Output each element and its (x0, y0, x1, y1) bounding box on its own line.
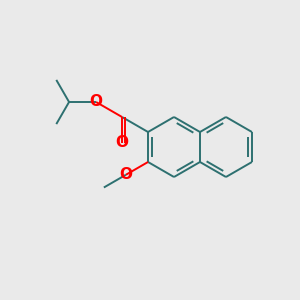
Text: O: O (119, 167, 132, 182)
Text: O: O (116, 135, 128, 150)
Text: O: O (90, 94, 103, 110)
